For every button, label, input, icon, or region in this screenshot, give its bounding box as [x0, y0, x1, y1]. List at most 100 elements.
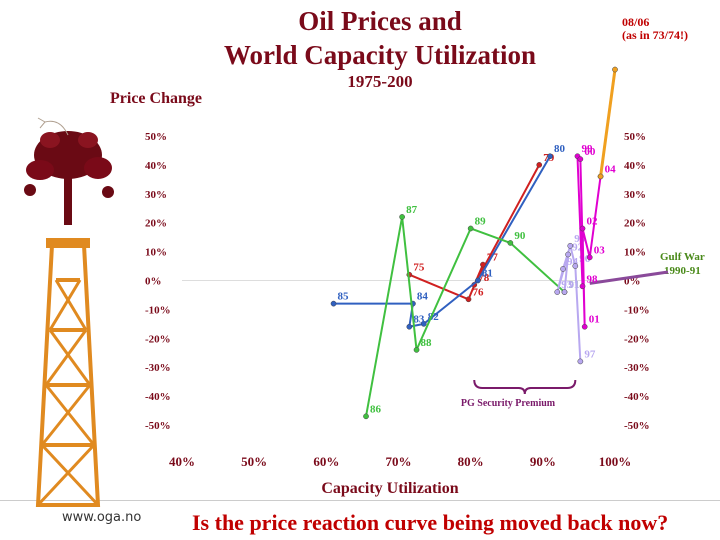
y-tick-right-label: 50% — [624, 131, 646, 143]
data-point-77 — [480, 261, 486, 268]
data-point-label-88: 88 — [421, 337, 433, 349]
data-point-label-97: 97 — [584, 348, 596, 360]
gulf-war-pointer — [589, 270, 669, 285]
y-tick-left-label: 20% — [145, 218, 167, 230]
data-point-label-99: 99 — [581, 143, 593, 155]
y-axis-label: Price Change — [110, 90, 202, 107]
y-tick-left-label: 10% — [145, 247, 167, 259]
y-tick-left-label: -10% — [145, 304, 171, 316]
data-point-97 — [577, 358, 584, 365]
y-tick-left-label: 40% — [145, 160, 167, 172]
y-tick-left-label: 50% — [145, 131, 167, 143]
series-line-1980-1985 — [333, 155, 551, 328]
x-tick-label: 40% — [169, 454, 195, 469]
note-0806-line2: (as in 73/74!) — [622, 28, 688, 42]
x-tick-label: 100% — [599, 454, 632, 469]
data-point-95 — [567, 242, 574, 249]
data-point-93 — [554, 289, 561, 295]
data-point-label-82: 82 — [428, 311, 440, 323]
data-point-98 — [579, 283, 586, 290]
y-tick-right-label: 10% — [624, 247, 646, 259]
oil-derrick-icon — [24, 117, 114, 507]
note-0806: 08/06 (as in 73/74!) — [622, 16, 688, 42]
data-point-label-94: 94 — [567, 256, 579, 268]
series-line-1998-2004 — [576, 155, 602, 328]
data-point-85 — [330, 300, 337, 307]
data-point-86 — [363, 413, 369, 420]
website-label: www.oga.no — [62, 510, 142, 525]
data-point-82 — [420, 321, 427, 327]
data-point-label-83: 83 — [413, 314, 425, 326]
data-point-87 — [399, 214, 405, 220]
data-point-label-77: 77 — [487, 252, 499, 264]
data-point-label-98: 98 — [587, 273, 599, 285]
y-tick-left-label: 0% — [145, 276, 162, 288]
data-point-83 — [406, 323, 413, 330]
series-line-1986-1990 — [365, 215, 566, 417]
data-point-label-02: 02 — [587, 215, 599, 227]
x-tick-label: 70% — [386, 454, 412, 469]
y-tick-right-label: -10% — [624, 304, 650, 316]
gulf-war-annotation: Gulf War 1990-91 — [660, 250, 705, 278]
y-tick-right-label: -20% — [624, 333, 650, 345]
data-point-label-89: 89 — [475, 215, 487, 227]
data-point-label-84: 84 — [417, 291, 429, 303]
y-tick-right-label: 30% — [624, 189, 646, 201]
chart-plot-area: 50% 40% 30% 20% 10% 0% -10% -20% -30% -40% -50% 50%… — [145, 66, 669, 469]
data-point-08/06 — [612, 66, 618, 73]
data-point-79 — [536, 162, 543, 168]
footer-divider — [0, 500, 720, 501]
data-point-02 — [579, 225, 586, 232]
chart-title-line2: World Capacity Utilization — [224, 40, 536, 70]
data-point-label-75: 75 — [413, 262, 425, 274]
pg-security-premium-bracket — [473, 379, 577, 395]
data-point-label-03: 03 — [594, 244, 606, 256]
gulf-war-line1: Gulf War — [660, 251, 705, 263]
data-point-label-76: 76 — [473, 286, 485, 298]
chart-title-line1: Oil Prices and — [298, 6, 462, 36]
data-point-81 — [475, 277, 481, 284]
data-point-76 — [465, 296, 472, 303]
data-point-label-92: 92 — [572, 241, 584, 253]
y-tick-right-label: 40% — [624, 160, 646, 172]
data-point-label-01: 01 — [589, 314, 600, 326]
data-point-03 — [586, 254, 593, 261]
data-point-label-80: 80 — [554, 143, 566, 155]
data-point-90 — [507, 240, 514, 246]
chart-subtitle: 1975-200 — [347, 72, 413, 91]
data-point-96 — [572, 263, 579, 269]
data-point-01 — [581, 323, 588, 330]
data-point-label-04: 04 — [605, 163, 617, 175]
y-tick-left-label: -30% — [145, 362, 171, 374]
data-point-89 — [467, 225, 474, 232]
y-tick-right-label: -30% — [624, 362, 650, 374]
data-point-label-90: 90 — [514, 230, 526, 242]
y-tick-left-label: -50% — [145, 420, 171, 432]
data-point-label-00: 00 — [584, 146, 596, 158]
data-point-label-86: 86 — [370, 403, 382, 415]
bracket-label: PG Security Premium — [461, 398, 556, 409]
x-tick-label: 50% — [241, 454, 267, 469]
x-tick-label: 90% — [530, 454, 556, 469]
y-tick-left-label: -40% — [145, 391, 171, 403]
y-tick-left-label: 30% — [145, 189, 167, 201]
x-tick-label: 80% — [458, 454, 484, 469]
data-point-91 — [561, 289, 568, 295]
data-point-94 — [560, 266, 566, 272]
y-tick-right-label: -40% — [624, 391, 650, 403]
y-tick-right-label: 20% — [624, 218, 646, 230]
y-tick-right-label: -50% — [624, 420, 650, 432]
data-point-label-78: 78 — [478, 272, 490, 284]
data-point-label-96: 96 — [579, 253, 591, 265]
data-point-label-93: 93 — [561, 279, 573, 291]
data-point-label-91: 91 — [568, 279, 579, 291]
data-point-88 — [413, 347, 420, 353]
note-0806-line1: 08/06 — [622, 15, 650, 29]
x-tick-label: 60% — [313, 454, 339, 469]
series-line-2005-2006 — [599, 69, 617, 177]
data-point-label-87: 87 — [406, 204, 418, 216]
data-point-92 — [565, 251, 571, 258]
chart-title: Oil Prices and World Capacity Utilizatio… — [180, 4, 580, 72]
data-point-04 — [597, 173, 604, 180]
